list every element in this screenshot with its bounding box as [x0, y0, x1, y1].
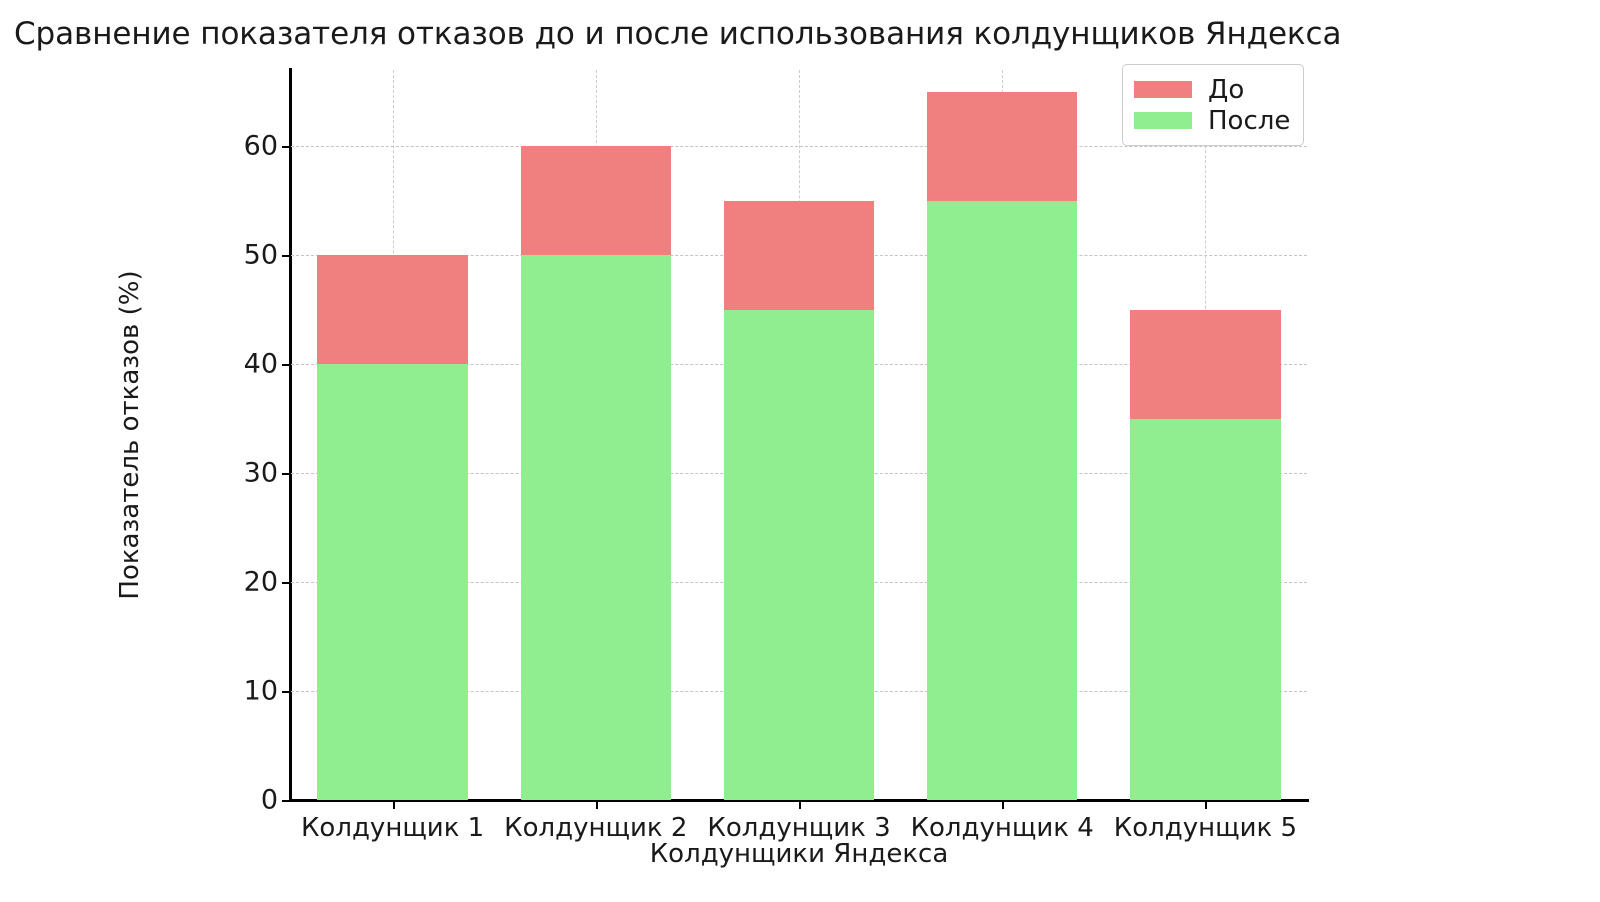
- x-tick-mark: [1002, 800, 1005, 809]
- x-tick-mark: [595, 800, 598, 809]
- legend-swatch-icon: [1134, 81, 1192, 98]
- chart-legend: До После: [1122, 64, 1305, 146]
- x-tick-label: Колдунщик 3: [707, 813, 891, 843]
- y-tick-label: 60: [243, 130, 278, 162]
- x-tick-label: Колдунщик 2: [504, 813, 688, 843]
- plot-area: 0 10 20 30 40 50 60 Колдунщик 1 Колдунщик 2 Колд…: [115, 70, 1307, 843]
- y-tick-mark: [282, 800, 291, 802]
- chart-title: Сравнение показателя отказов до и после …: [14, 16, 1342, 52]
- legend-item-after: После: [1134, 105, 1290, 136]
- y-tick-label: 50: [243, 239, 278, 271]
- y-tick-mark: [282, 146, 291, 149]
- x-tick-mark: [392, 800, 395, 809]
- x-tick-label: Колдунщик 4: [910, 813, 1094, 843]
- bar: [317, 364, 468, 800]
- bar: [1130, 418, 1281, 800]
- x-tick-label: Колдунщик 5: [1113, 813, 1298, 843]
- y-axis-title: Показатель отказов (%): [115, 270, 145, 600]
- bar: [927, 200, 1078, 800]
- bar: [520, 255, 671, 800]
- y-tick-label: 30: [243, 457, 278, 489]
- y-tick-mark: [282, 582, 291, 585]
- y-tick-label: 40: [243, 348, 278, 380]
- y-tick-label: 20: [243, 566, 278, 598]
- x-tick-mark: [1205, 800, 1208, 809]
- legend-item-before: До: [1134, 74, 1290, 105]
- y-tick-mark: [282, 364, 291, 367]
- legend-label: До: [1208, 74, 1245, 105]
- y-tick-mark: [282, 691, 291, 694]
- bar: [723, 309, 875, 800]
- y-axis-spine: [289, 68, 292, 802]
- y-tick-mark: [282, 473, 291, 476]
- y-tick-label: 0: [260, 784, 278, 816]
- x-tick-label: Колдунщик 1: [300, 813, 485, 843]
- legend-label: После: [1208, 105, 1291, 136]
- x-axis-title: Колдунщики Яндекса: [649, 839, 949, 869]
- y-tick-label: 10: [243, 675, 278, 707]
- y-tick-mark: [282, 255, 291, 258]
- legend-swatch-icon: [1134, 112, 1192, 129]
- x-tick-mark: [799, 800, 801, 809]
